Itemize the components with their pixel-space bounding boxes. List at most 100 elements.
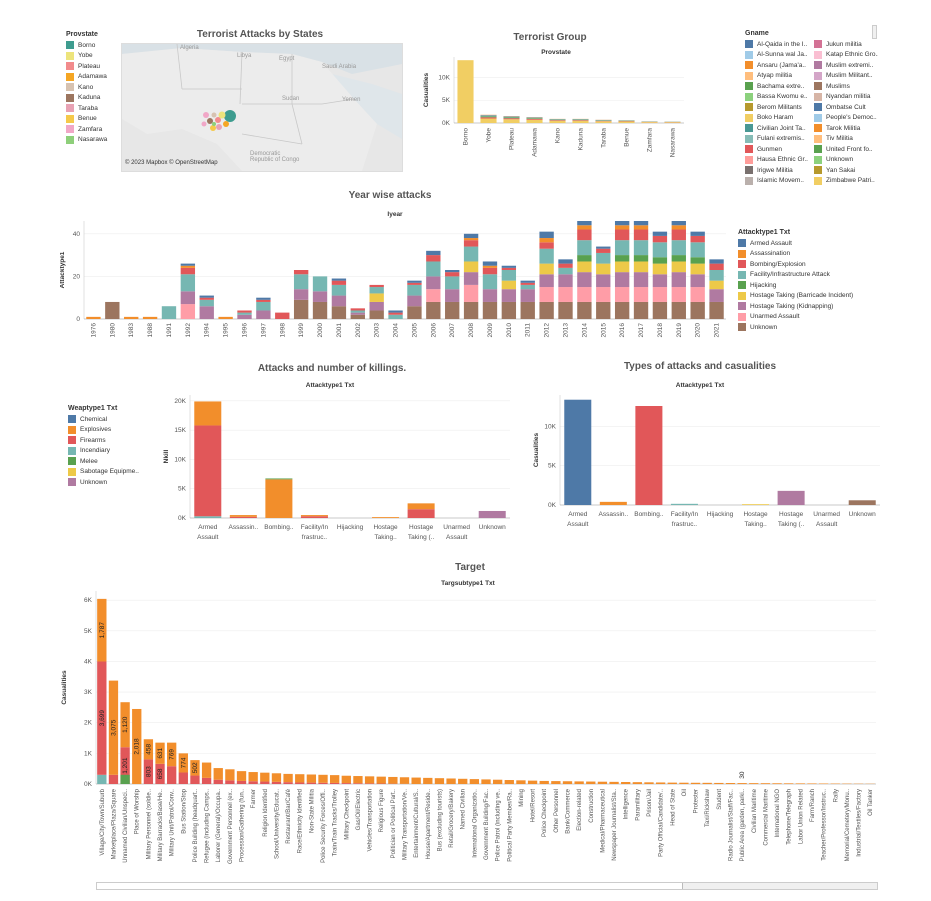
bar-segment[interactable]	[407, 306, 422, 319]
bar-segment[interactable]	[577, 272, 592, 288]
bar-segment[interactable]	[293, 274, 309, 290]
bar-segment[interactable]	[256, 301, 271, 311]
bar-segment[interactable]	[330, 782, 340, 784]
attacktype-legend-item[interactable]: Assassination	[738, 249, 888, 260]
provstate-legend-item[interactable]: Yobe	[66, 51, 121, 62]
bar-segment[interactable]	[562, 781, 573, 784]
bar-segment[interactable]	[411, 777, 421, 784]
bar-segment[interactable]	[596, 252, 611, 264]
bar-segment[interactable]	[350, 314, 365, 319]
bar-segment[interactable]	[539, 248, 554, 264]
bar-segment[interactable]	[180, 304, 196, 319]
bar-segment[interactable]	[671, 229, 686, 241]
bar-segment[interactable]	[97, 661, 107, 775]
bar-segment[interactable]	[407, 509, 435, 518]
bar-segment[interactable]	[501, 267, 517, 270]
bar-segment[interactable]	[572, 120, 589, 121]
bar-segment[interactable]	[596, 263, 611, 275]
bar-segment[interactable]	[596, 246, 611, 249]
bar-segment[interactable]	[445, 301, 460, 319]
bar-segment[interactable]	[463, 301, 479, 319]
bar-segment[interactable]	[501, 301, 517, 319]
bar-segment[interactable]	[407, 284, 422, 296]
bar-segment[interactable]	[690, 231, 705, 236]
bar-segment[interactable]	[539, 263, 554, 275]
bar-segment[interactable]	[652, 274, 668, 288]
bar-segment[interactable]	[614, 255, 630, 262]
bar-segment[interactable]	[644, 782, 654, 784]
bar-segment[interactable]	[155, 763, 165, 784]
bar-segment[interactable]	[331, 278, 347, 281]
bar-segment[interactable]	[388, 776, 398, 784]
bar-segment[interactable]	[167, 766, 177, 784]
bar-segment[interactable]	[633, 221, 649, 226]
weaptype-legend-item[interactable]: Incendiary	[68, 446, 158, 457]
bar-segment[interactable]	[577, 301, 592, 319]
gname-legend-item[interactable]: Muslim extremi..	[814, 60, 878, 71]
bar-segment[interactable]	[482, 261, 498, 266]
bar-segment[interactable]	[256, 299, 271, 302]
gname-legend-item[interactable]: United Front fo..	[814, 144, 878, 155]
provstate-legend-item[interactable]: Taraba	[66, 103, 121, 114]
bar-segment[interactable]	[364, 783, 375, 784]
bar-segment[interactable]	[760, 783, 771, 784]
bar-segment[interactable]	[423, 777, 433, 784]
bar-segment[interactable]	[714, 782, 724, 784]
bar-segment[interactable]	[372, 517, 400, 518]
bar-segment[interactable]	[353, 776, 363, 784]
gname-legend-item[interactable]: Al-Qaida in the I..	[745, 39, 813, 50]
bar-segment[interactable]	[331, 284, 347, 296]
weaptype-legend-item[interactable]: Explosives	[68, 425, 158, 436]
bar-segment[interactable]	[520, 282, 535, 285]
target-scrollbar[interactable]	[96, 882, 878, 890]
bar-segment[interactable]	[795, 783, 805, 784]
gname-legend-item[interactable]: Bachama extre..	[745, 81, 813, 92]
bar-segment[interactable]	[445, 270, 460, 273]
gname-legend-item[interactable]: Fulani extremis..	[745, 134, 813, 145]
bar-segment[interactable]	[690, 782, 701, 784]
bar-segment[interactable]	[749, 783, 759, 784]
bar-segment[interactable]	[312, 301, 328, 319]
bar-segment[interactable]	[572, 120, 589, 123]
gname-legend-item[interactable]: Ansaru (Jama'a..	[745, 60, 813, 71]
provstate-legend-item[interactable]: Benue	[66, 114, 121, 125]
bar-segment[interactable]	[671, 272, 686, 288]
gname-legend-item[interactable]: Yan Sakai	[814, 165, 878, 176]
bar-segment[interactable]	[633, 225, 649, 230]
bar-segment[interactable]	[614, 301, 630, 319]
bar-segment[interactable]	[609, 781, 619, 784]
gname-legend-item[interactable]: Berom Militants	[745, 102, 813, 113]
bar-segment[interactable]	[265, 479, 293, 518]
gname-legend-item[interactable]: Muslims	[814, 81, 878, 92]
provstate-legend-item[interactable]: Zamfara	[66, 124, 121, 135]
bar-segment[interactable]	[586, 781, 596, 784]
bar-segment[interactable]	[293, 270, 309, 275]
bar-segment[interactable]	[199, 299, 214, 307]
bar-segment[interactable]	[614, 261, 630, 273]
bar-segment[interactable]	[167, 742, 177, 767]
bar-segment[interactable]	[237, 310, 252, 313]
bar-segment[interactable]	[539, 242, 554, 249]
bar-segment[interactable]	[426, 255, 441, 262]
bar-segment[interactable]	[225, 780, 235, 784]
bar-segment[interactable]	[618, 121, 635, 123]
bar-segment[interactable]	[596, 248, 611, 253]
gname-legend-item[interactable]: Nyandan militia	[814, 92, 878, 103]
attacktype-legend-item[interactable]: Unknown	[738, 322, 888, 333]
bar-segment[interactable]	[671, 255, 686, 262]
bar-segment[interactable]	[667, 782, 677, 784]
bar-segment[interactable]	[445, 289, 460, 302]
bar-segment[interactable]	[120, 702, 130, 748]
bar-segment[interactable]	[120, 747, 130, 784]
bar-segment[interactable]	[143, 759, 154, 784]
bar-segment[interactable]	[341, 775, 351, 784]
bar-segment[interactable]	[481, 779, 491, 784]
bar[interactable]	[599, 501, 627, 505]
bar-segment[interactable]	[690, 242, 705, 258]
bar-segment[interactable]	[283, 773, 293, 783]
bar-segment[interactable]	[501, 265, 517, 268]
bar-segment[interactable]	[503, 118, 520, 120]
gname-legend-item[interactable]: Boko Haram	[745, 113, 813, 124]
bar-segment[interactable]	[300, 515, 328, 517]
bar-segment[interactable]	[577, 221, 592, 226]
